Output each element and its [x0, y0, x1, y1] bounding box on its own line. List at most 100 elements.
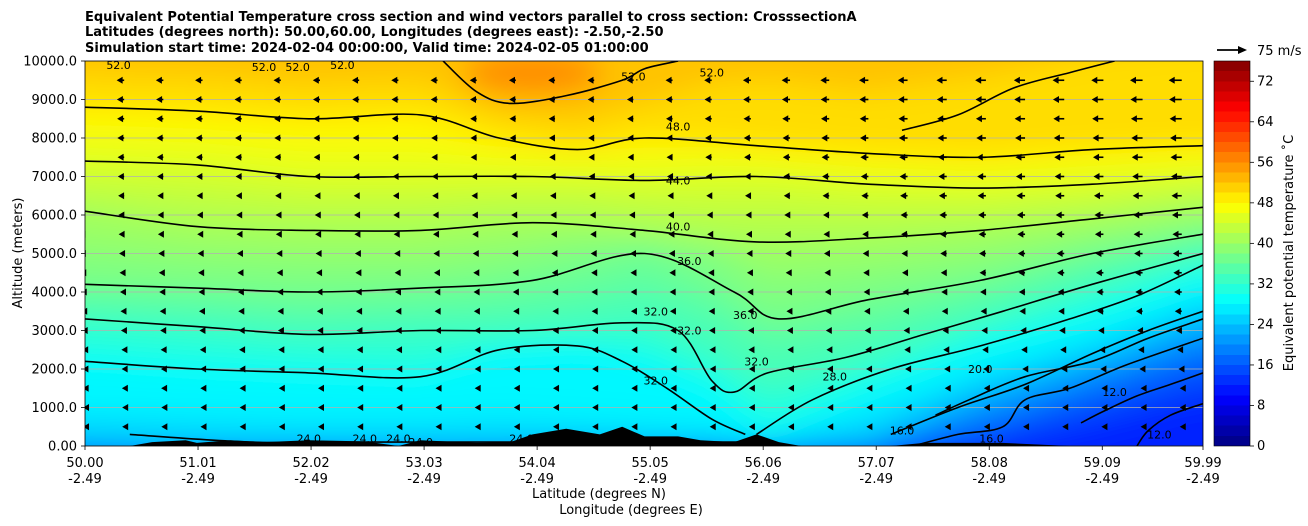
wind-vector: [394, 250, 401, 257]
wind-vector: [470, 115, 477, 123]
wind-vector: [824, 250, 831, 257]
wind-vector: [392, 173, 399, 180]
wind-vector: [352, 96, 360, 103]
wind-vector: [742, 76, 751, 84]
wind-vector: [820, 76, 830, 84]
colorbar-tick-label: 48: [1257, 196, 1274, 211]
wind-vector: [1130, 115, 1143, 123]
wind-vector: [119, 269, 126, 277]
wind-vector: [938, 173, 947, 180]
wind-vector: [708, 288, 715, 296]
wind-vector: [395, 307, 402, 315]
wind-vector: [85, 327, 88, 334]
wind-vector: [827, 365, 834, 373]
x-tick-label-lat: 53.03: [405, 456, 442, 471]
wind-vector: [944, 423, 951, 431]
wind-vector: [589, 211, 596, 219]
wind-vector: [1170, 134, 1182, 142]
wind-vector: [512, 250, 519, 257]
wind-vector: [669, 288, 676, 296]
wind-vector: [509, 153, 516, 161]
wind-vector: [157, 173, 164, 180]
colorbar-tick-label: 16: [1257, 358, 1274, 373]
wind-vector: [396, 346, 403, 354]
wind-vector: [975, 96, 986, 103]
wind-vector: [549, 153, 556, 161]
wind-vector: [552, 327, 559, 334]
wind-vector: [590, 250, 597, 257]
contour-label: 52.0: [106, 59, 131, 72]
wind-vector: [1060, 346, 1067, 354]
wind-vector: [666, 134, 673, 142]
wind-vector: [353, 192, 360, 200]
wind-vector: [1015, 134, 1026, 142]
wind-vector: [746, 250, 753, 257]
wind-vector: [357, 384, 364, 392]
wind-vector: [276, 250, 283, 257]
contour-label: 20.0: [968, 363, 993, 376]
wind-vector: [235, 192, 242, 200]
wind-vector: [1057, 269, 1065, 277]
wind-vector: [77, 77, 85, 84]
wind-vector: [944, 365, 951, 373]
wind-vector: [120, 327, 127, 334]
wind-vector: [942, 327, 949, 334]
wind-vector: [630, 250, 637, 257]
contour-label: 16.0: [890, 425, 915, 438]
x-tick-label-lat: 55.05: [632, 456, 669, 471]
wind-vector: [1058, 307, 1065, 315]
wind-vector: [937, 115, 947, 123]
contour-label: 32.0: [744, 355, 769, 368]
x-tick-label-lat: 58.08: [971, 456, 1008, 471]
wind-vector: [1179, 404, 1186, 411]
contour-52.0: [442, 61, 679, 105]
wind-vector: [785, 250, 792, 257]
wind-vector: [631, 365, 638, 373]
wind-vector: [553, 384, 560, 392]
wind-vector: [235, 153, 242, 161]
wind-vector: [513, 307, 520, 315]
wind-vector: [199, 327, 206, 334]
wind-vector: [313, 134, 321, 142]
field-band: [85, 299, 1203, 446]
wind-vector: [591, 327, 598, 334]
wind-vector: [980, 307, 987, 315]
wind-vector: [978, 211, 986, 219]
y-tick-label: 5000.0: [32, 247, 78, 262]
wind-vector: [470, 134, 477, 142]
wind-vector: [433, 250, 440, 257]
wind-vector: [864, 327, 871, 334]
wind-vector: [1137, 327, 1144, 334]
wind-vector: [234, 115, 242, 123]
wind-vector: [198, 288, 205, 296]
wind-vector: [352, 153, 360, 161]
wind-vector: [273, 76, 281, 84]
wind-vector: [860, 173, 869, 180]
wind-vector: [391, 96, 399, 103]
title-line-1: Equivalent Potential Temperature cross s…: [85, 10, 857, 25]
colorbar-tick-label: 40: [1257, 236, 1274, 251]
wind-vector: [706, 192, 713, 200]
field-band: [980, 399, 1203, 446]
wind-vector: [236, 211, 243, 219]
wind-vector: [435, 346, 442, 354]
wind-vector: [200, 365, 207, 373]
wind-vector: [551, 250, 558, 257]
wind-vector: [1168, 76, 1182, 84]
wind-vector: [1017, 250, 1026, 257]
wind-vector: [357, 423, 364, 431]
wind-vector: [435, 365, 442, 373]
wind-vector: [785, 269, 792, 277]
wind-vector: [669, 307, 676, 315]
wind-vector: [588, 134, 595, 142]
y-tick-label: 0.00: [48, 440, 77, 455]
wind-vector: [1062, 404, 1069, 411]
wind-vector: [938, 192, 947, 200]
wind-vector: [1062, 423, 1069, 431]
field-band: [85, 311, 1203, 446]
wind-vector: [160, 327, 167, 334]
contour-label: 32.0: [644, 305, 669, 318]
contour-label: 52.0: [285, 61, 310, 74]
wind-vector: [513, 327, 520, 334]
contour-28.0: [756, 264, 1203, 436]
